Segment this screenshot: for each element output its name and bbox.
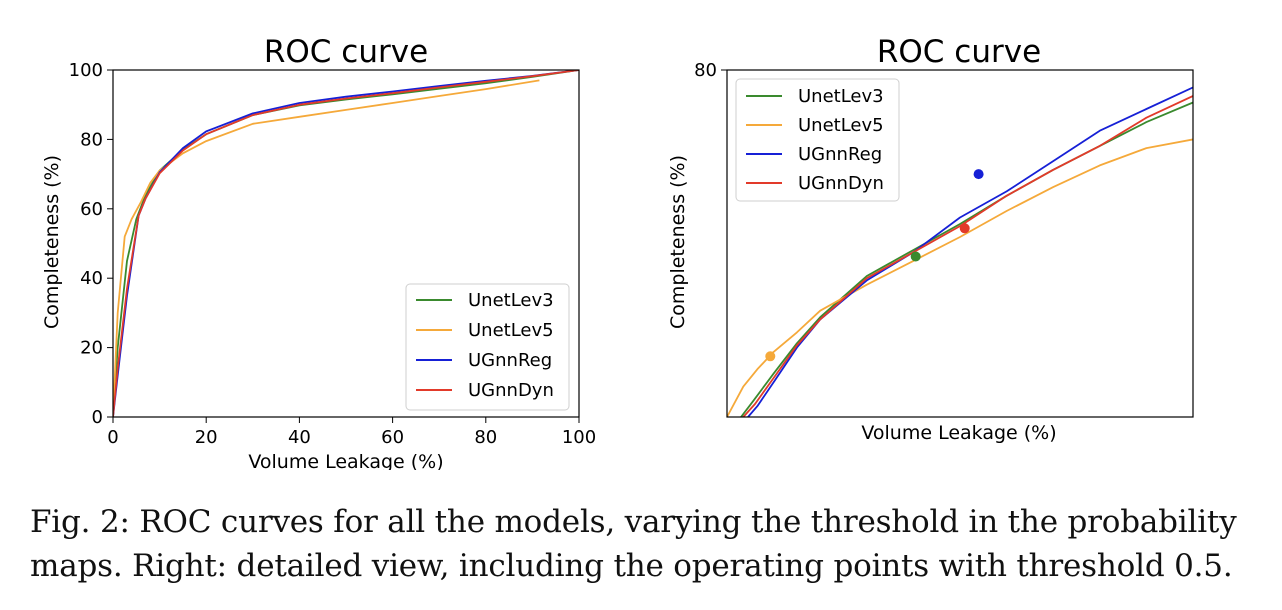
x-tick-label: 0 bbox=[107, 427, 118, 448]
x-tick-label: 100 bbox=[562, 427, 596, 448]
series-line-unetlev5 bbox=[113, 79, 540, 417]
operating-point-unetlev5 bbox=[765, 351, 776, 362]
x-tick-label: 80 bbox=[474, 427, 497, 448]
legend-box bbox=[735, 78, 900, 202]
legend-label-ugnnreg: UGnnReg bbox=[798, 144, 882, 165]
chart-title: ROC curve bbox=[264, 34, 428, 70]
x-tick-label: 20 bbox=[195, 427, 218, 448]
series-layer bbox=[727, 86, 1193, 417]
series-line-ugnndyn bbox=[113, 70, 579, 417]
roc-chart-detail: ROC curve Completeness (%) Volume Leakag… bbox=[667, 34, 1194, 444]
x-axis-label: Volume Leakage (%) bbox=[861, 422, 1056, 444]
y-tick-label: 40 bbox=[80, 268, 103, 289]
legend-entries: UnetLev3 UnetLev5 UGnnReg UGnnDyn bbox=[746, 86, 884, 194]
y-tick-label: 80 bbox=[80, 129, 103, 150]
y-tick-label: 80 bbox=[694, 60, 717, 81]
legend-label-unetlev5: UnetLev5 bbox=[468, 320, 554, 341]
legend-label-ugnnreg: UGnnReg bbox=[468, 350, 552, 371]
legend-box bbox=[405, 283, 570, 411]
plot-frame bbox=[726, 69, 1194, 418]
operating-point-ugnnreg bbox=[973, 169, 984, 180]
roc-chart-full: ROC curve Completeness (%) Volume Leakag… bbox=[41, 34, 596, 470]
x-axis-label: Volume Leakage (%) bbox=[248, 451, 443, 470]
y-axis-label: Completeness (%) bbox=[667, 155, 689, 329]
legend: UnetLev3 UnetLev5 UGnnReg UGnnDyn bbox=[735, 78, 900, 202]
legend-label-ugnndyn: UGnnDyn bbox=[798, 173, 884, 194]
y-tick-label: 20 bbox=[80, 338, 103, 359]
series-line-unetlev5 bbox=[727, 138, 1193, 417]
legend-entries: UnetLev3 UnetLev5 UGnnReg UGnnDyn bbox=[416, 290, 554, 401]
legend-label-ugnndyn: UGnnDyn bbox=[468, 380, 554, 401]
operating-point-ugnndyn bbox=[959, 223, 970, 234]
legend: UnetLev3 UnetLev5 UGnnReg UGnnDyn bbox=[405, 283, 570, 411]
x-tick-label: 40 bbox=[288, 427, 311, 448]
ticks-layer: 80 bbox=[694, 60, 727, 81]
ticks-layer: 0 20 40 60 80 100 0 20 40 60 80 100 bbox=[69, 60, 597, 448]
y-axis-label: Completeness (%) bbox=[41, 155, 63, 329]
y-tick-label: 0 bbox=[92, 407, 103, 428]
x-tick-label: 60 bbox=[381, 427, 404, 448]
series-layer bbox=[113, 70, 579, 417]
plot-frame bbox=[112, 69, 580, 418]
y-tick-label: 100 bbox=[69, 60, 103, 81]
figure: ROC curve Completeness (%) Volume Leakag… bbox=[41, 34, 1194, 470]
chart-title: ROC curve bbox=[877, 34, 1041, 70]
legend-label-unetlev5: UnetLev5 bbox=[798, 115, 884, 136]
legend-label-unetlev3: UnetLev3 bbox=[468, 290, 554, 311]
figure-caption: Fig. 2: ROC curves for all the models, v… bbox=[30, 504, 1237, 584]
y-tick-label: 60 bbox=[80, 199, 103, 220]
legend-label-unetlev3: UnetLev3 bbox=[798, 86, 884, 107]
operating-point-unetlev3 bbox=[910, 251, 921, 262]
